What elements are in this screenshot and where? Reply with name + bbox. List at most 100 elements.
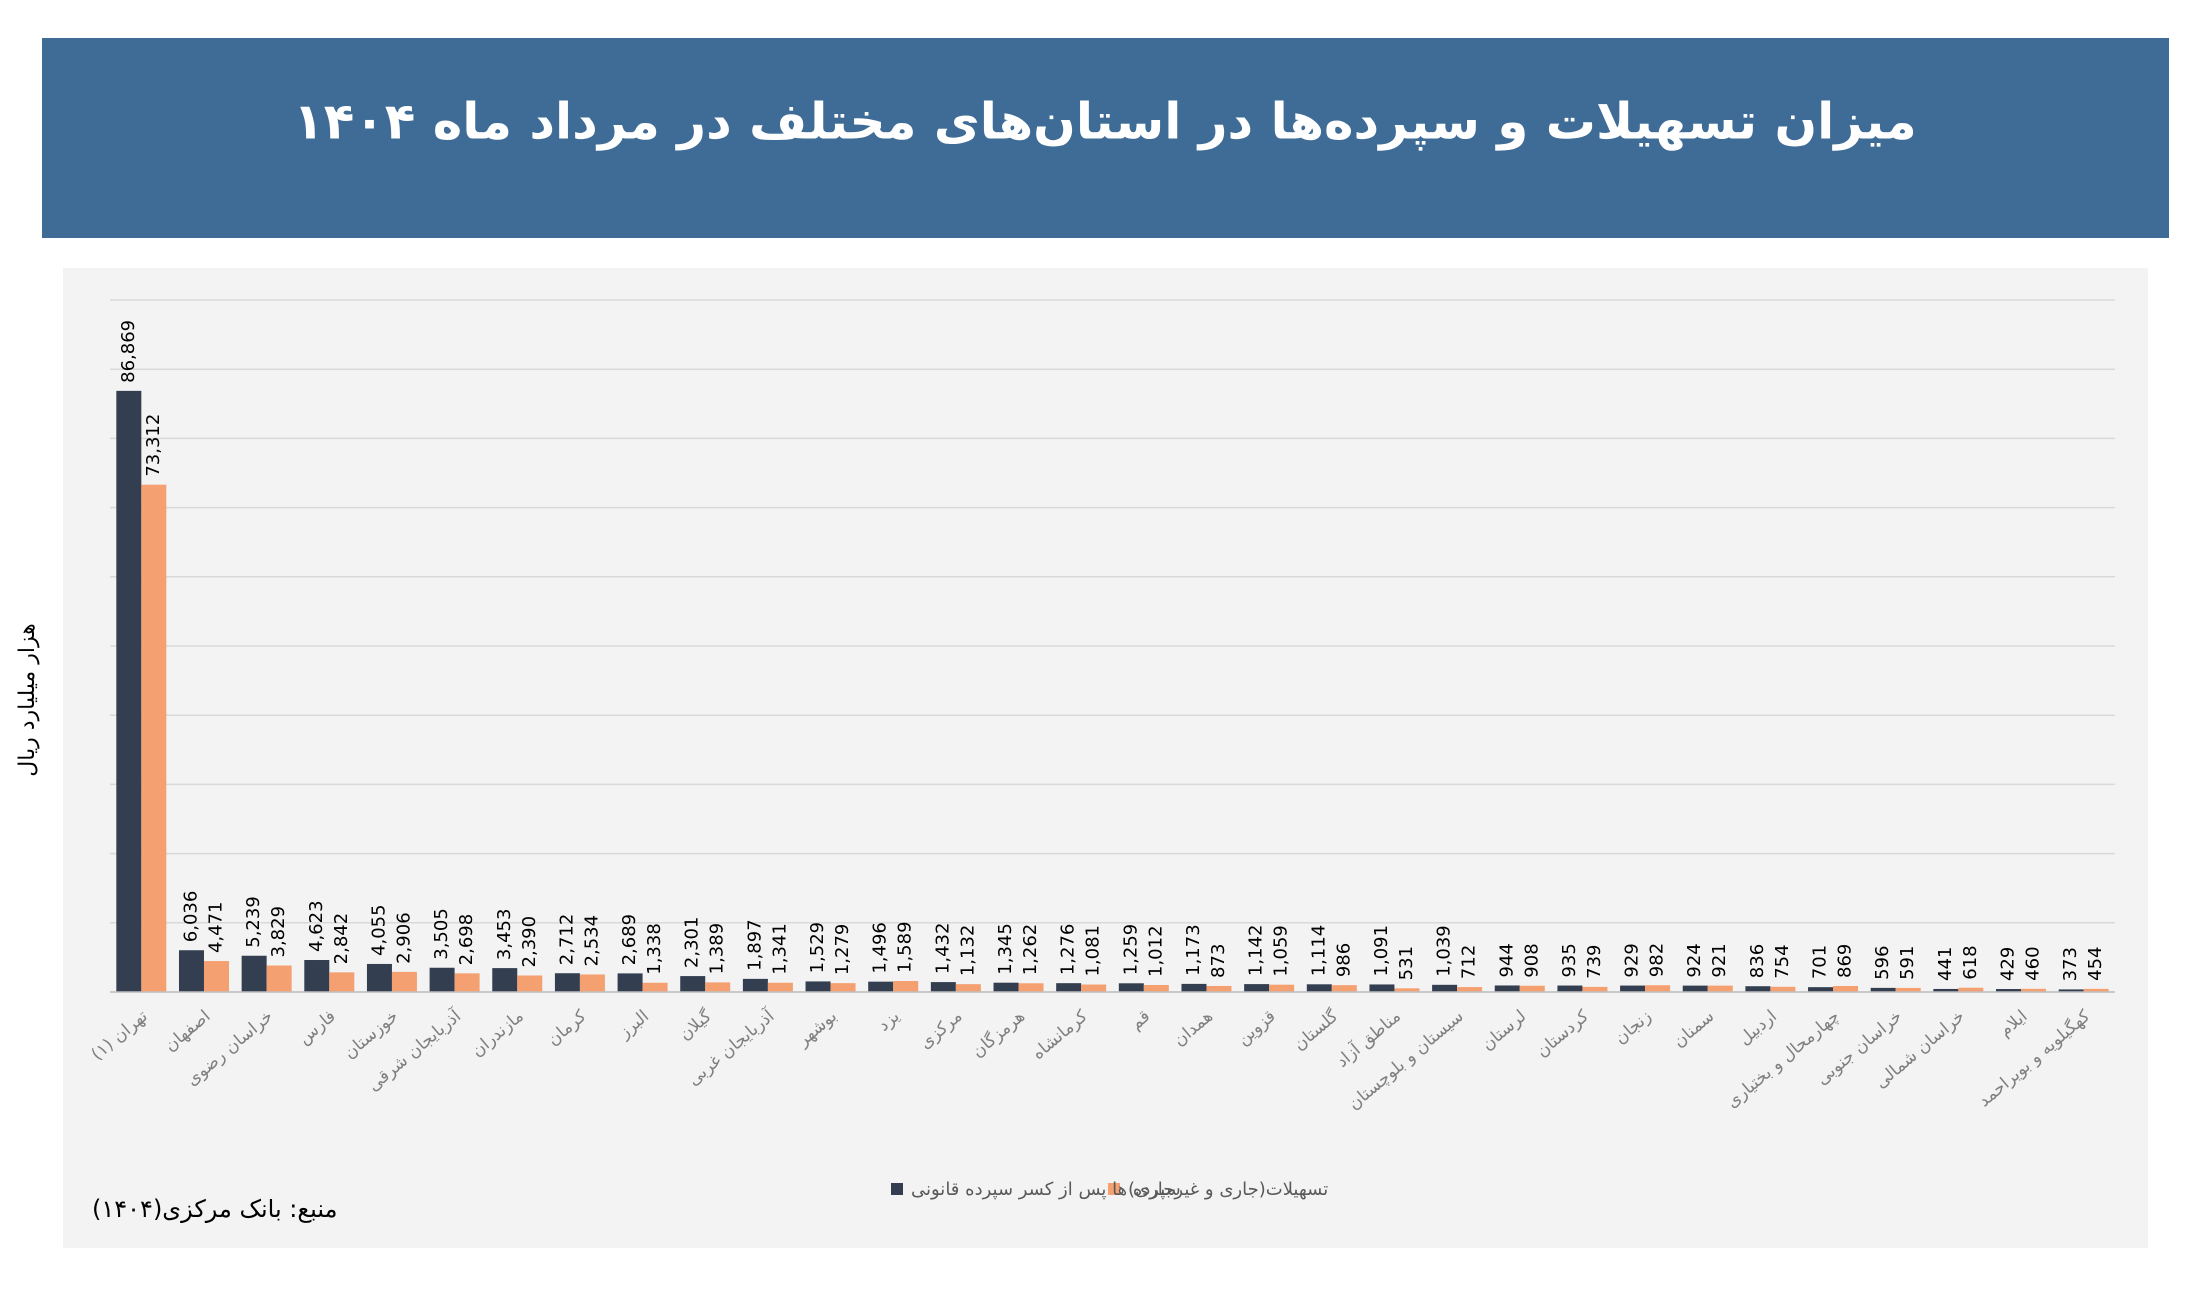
value-label: 924 xyxy=(1684,943,1705,977)
value-label: 618 xyxy=(1960,945,1981,979)
bar xyxy=(329,972,355,992)
bar xyxy=(1958,987,1984,992)
value-label: 986 xyxy=(1333,943,1354,977)
legend-label: تسهیلات(جاری و غیرجاری) xyxy=(1128,1179,1328,1200)
bar xyxy=(1707,985,1733,992)
bar xyxy=(116,390,142,992)
bar xyxy=(1056,983,1082,992)
value-label: 929 xyxy=(1622,943,1643,977)
bar xyxy=(554,973,580,992)
value-label: 1,173 xyxy=(1183,924,1204,976)
bar xyxy=(241,955,267,992)
bar xyxy=(1833,985,1859,992)
bar xyxy=(1494,985,1520,992)
value-label: 982 xyxy=(1647,943,1668,977)
value-label: 3,829 xyxy=(268,906,289,958)
value-label: 1,529 xyxy=(807,922,828,974)
bar xyxy=(1269,984,1295,992)
bar xyxy=(1682,985,1708,992)
bar xyxy=(266,965,292,992)
legend-label: سپرده ها پس از کسر سپرده قانونی xyxy=(911,1179,1181,1200)
legend-swatch xyxy=(891,1183,903,1195)
bar xyxy=(617,973,643,992)
value-label: 1,897 xyxy=(744,919,765,971)
bar xyxy=(1808,987,1834,992)
value-label: 4,623 xyxy=(306,900,327,952)
value-label: 1,432 xyxy=(932,923,953,975)
y-axis-label: هزار میلیارد ریال xyxy=(15,623,40,776)
bar xyxy=(642,982,668,992)
value-label: 1,262 xyxy=(1020,924,1041,976)
bar xyxy=(1519,985,1545,992)
value-label: 2,390 xyxy=(519,916,540,968)
bar xyxy=(517,975,543,992)
chart-title: میزان تسهیلات و سپرده‌ها در استان‌های مخ… xyxy=(293,93,1917,152)
bar xyxy=(1331,985,1357,992)
value-label: 1,589 xyxy=(895,921,916,973)
value-label: 73,312 xyxy=(143,414,164,477)
bar xyxy=(868,981,894,992)
value-label: 1,341 xyxy=(769,923,790,975)
bar xyxy=(1432,984,1458,992)
value-label: 1,059 xyxy=(1271,925,1292,977)
header-banner xyxy=(42,38,2169,238)
value-label: 429 xyxy=(1998,947,2019,981)
value-label: 596 xyxy=(1872,946,1893,980)
bar xyxy=(2083,988,2109,992)
value-label: 935 xyxy=(1559,943,1580,977)
value-label: 1,345 xyxy=(995,923,1016,975)
bar xyxy=(930,982,956,992)
value-label: 908 xyxy=(1521,943,1542,977)
bar xyxy=(1557,985,1583,992)
value-label: 4,471 xyxy=(205,902,226,954)
value-label: 531 xyxy=(1396,946,1417,980)
value-label: 373 xyxy=(2060,947,2081,981)
value-label: 1,132 xyxy=(957,925,978,977)
bar xyxy=(1181,983,1207,992)
value-label: 836 xyxy=(1747,944,1768,978)
value-label: 1,091 xyxy=(1371,925,1392,977)
bar xyxy=(1745,986,1771,992)
bar xyxy=(830,983,856,992)
bar xyxy=(178,950,204,992)
bar xyxy=(429,967,455,992)
value-label: 1,496 xyxy=(870,922,891,974)
bar xyxy=(141,484,167,992)
value-label: 3,453 xyxy=(494,909,515,961)
bar xyxy=(1895,987,1921,992)
bar xyxy=(742,978,768,992)
bar xyxy=(955,984,981,992)
bar xyxy=(1394,988,1420,992)
value-label: 712 xyxy=(1459,945,1480,979)
value-label: 1,259 xyxy=(1120,924,1141,976)
value-label: 591 xyxy=(1897,946,1918,980)
value-label: 1,142 xyxy=(1246,925,1267,977)
bar xyxy=(1933,988,1959,992)
value-label: 2,906 xyxy=(393,912,414,964)
bar xyxy=(454,973,480,992)
bar xyxy=(579,974,605,992)
value-label: 1,012 xyxy=(1145,925,1166,977)
bar xyxy=(1996,989,2022,992)
value-label: 86,869 xyxy=(118,320,139,383)
bar xyxy=(993,982,1019,992)
bar xyxy=(1770,986,1796,992)
bar xyxy=(1206,985,1232,992)
value-label: 873 xyxy=(1208,944,1229,978)
value-label: 2,842 xyxy=(331,913,352,965)
bar xyxy=(2058,989,2084,992)
bar xyxy=(1081,984,1107,992)
value-label: 1,276 xyxy=(1058,924,1079,976)
value-label: 2,301 xyxy=(682,917,703,969)
bar xyxy=(1118,983,1144,992)
bar xyxy=(366,963,392,992)
bar xyxy=(705,982,731,992)
value-label: 701 xyxy=(1810,945,1831,979)
value-label: 2,712 xyxy=(556,914,577,966)
bar xyxy=(1018,983,1044,992)
bar xyxy=(1244,984,1270,992)
bar xyxy=(767,982,793,992)
bar xyxy=(1369,984,1395,992)
